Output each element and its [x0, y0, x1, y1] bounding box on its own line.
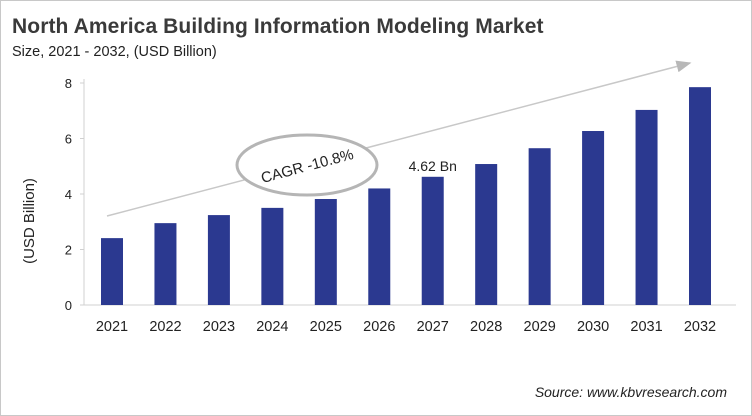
bar-2031	[635, 109, 658, 305]
chart-title: North America Building Information Model…	[12, 15, 544, 38]
x-tick-label: 2031	[630, 319, 662, 335]
bar-2029	[528, 148, 551, 305]
y-tick-label: 2	[65, 243, 72, 258]
x-tick-label: 2030	[577, 319, 609, 335]
x-tick-label: 2032	[684, 319, 716, 335]
bar-2024	[261, 207, 284, 305]
y-tick-label: 0	[65, 298, 72, 313]
y-tick-label: 8	[65, 76, 72, 91]
x-tick-label: 2025	[310, 319, 342, 335]
bar-2026	[368, 188, 391, 305]
bar-2025	[314, 198, 337, 305]
x-tick-label: 2022	[149, 319, 181, 335]
x-tick-label: 2024	[256, 319, 288, 335]
bar-2022	[154, 223, 177, 305]
bar-2021	[101, 238, 123, 305]
x-tick-label: 2027	[417, 319, 449, 335]
data-label: 4.62 Bn	[409, 158, 457, 174]
y-tick-label: 6	[65, 132, 72, 147]
x-tick-label: 2023	[203, 319, 235, 335]
bar-2023	[207, 215, 230, 305]
y-tick-label: 4	[65, 187, 72, 202]
trend-arrow	[106, 60, 692, 217]
x-tick-label: 2029	[524, 319, 556, 335]
bar-2030	[582, 131, 605, 305]
source-note: Source: www.kbvresearch.com	[534, 384, 727, 400]
bar-2027	[421, 176, 444, 305]
bar-2032	[689, 87, 711, 305]
x-tick-label: 2021	[96, 319, 128, 335]
y-axis-label: (USD Billion)	[21, 178, 38, 264]
x-tick-label: 2028	[470, 319, 502, 335]
x-tick-label: 2026	[363, 319, 395, 335]
bar-2028	[475, 164, 498, 305]
chart-subtitle: Size, 2021 - 2032, (USD Billion)	[12, 44, 217, 60]
cagr-ellipse	[235, 133, 379, 197]
